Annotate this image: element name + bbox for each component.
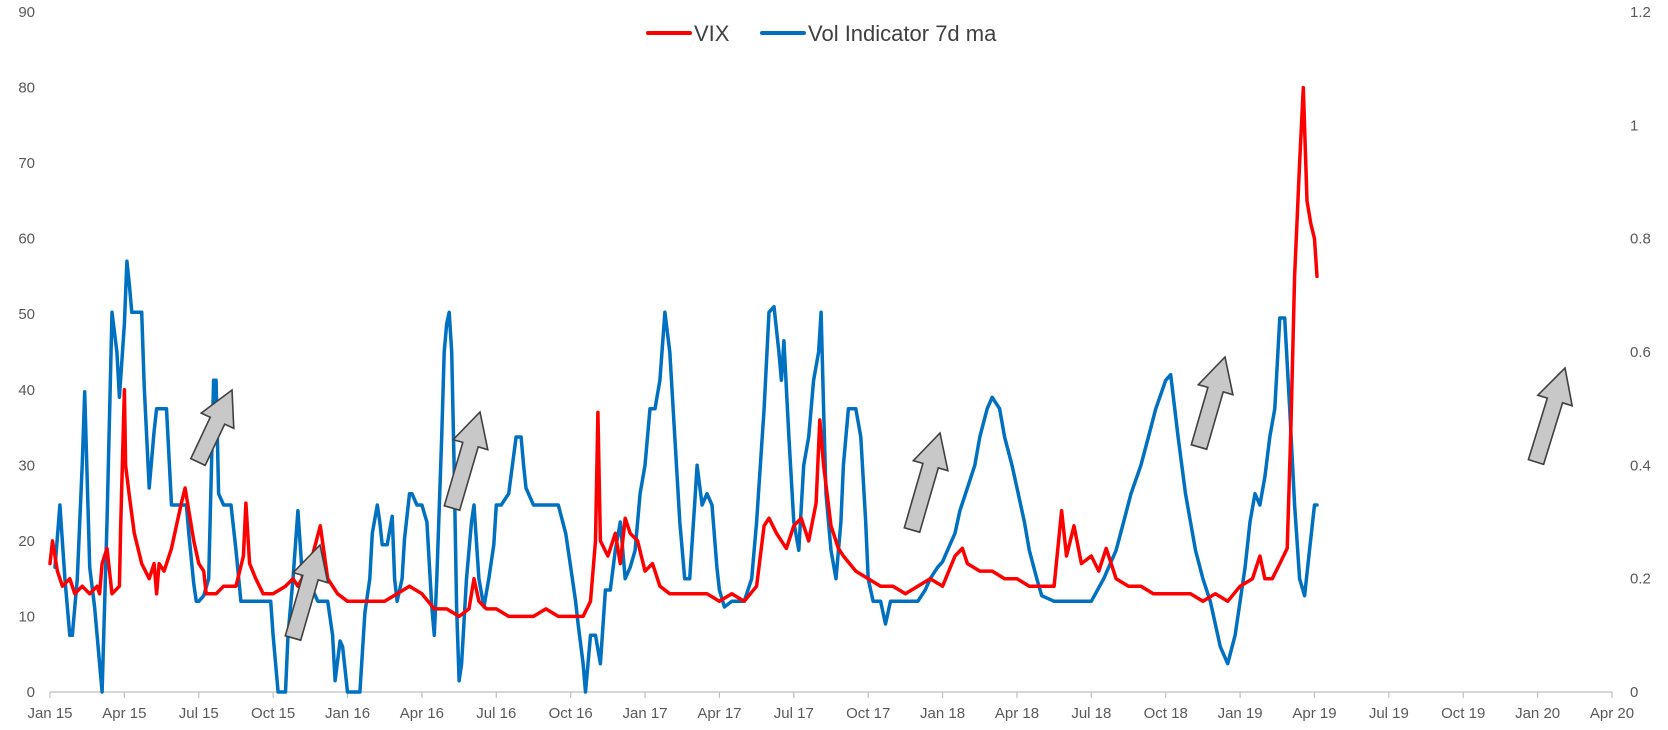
left-y-axis: 0 10 20 30 40 50 60 70 80 90 [18,4,35,701]
y-left-tick-label: 60 [18,231,35,248]
x-tick-label: Jan 15 [27,705,72,722]
x-tick-label: Apr 16 [400,705,444,722]
x-tick-label: Apr 20 [1590,705,1634,722]
y-left-tick-label: 80 [18,80,35,97]
y-left-tick-label: 10 [18,608,35,625]
x-tick-label: Jul 18 [1071,705,1111,722]
legend: VIX Vol Indicator 7d ma [646,21,997,46]
annotation-arrows [189,355,1574,642]
up-arrow-annotation [284,543,329,642]
x-tick-label: Oct 18 [1144,705,1188,722]
x-tick-label: Jul 17 [774,705,814,722]
x-tick-label: Jan 18 [920,705,965,722]
x-tick-label: Apr 15 [102,705,146,722]
x-tick-label: Apr 18 [995,705,1039,722]
y-left-tick-label: 0 [27,684,35,701]
x-tick-label: Oct 15 [251,705,295,722]
y-left-tick-label: 90 [18,4,35,21]
up-arrow-annotation [903,431,949,534]
x-tick-label: Jul 15 [179,705,219,722]
x-tick-label: Apr 17 [697,705,741,722]
y-left-tick-label: 40 [18,382,35,399]
up-arrow-annotation [1190,355,1234,451]
y-right-tick-label: 0.6 [1630,344,1651,361]
x-tick-label: Oct 17 [846,705,890,722]
y-left-tick-label: 20 [18,533,35,550]
x-tick-label: Oct 19 [1441,705,1485,722]
right-y-axis: 0 0.2 0.4 0.6 0.8 1 1.2 [1630,4,1651,701]
legend-label-vol: Vol Indicator 7d ma [808,21,997,46]
series-layer [48,85,1319,694]
y-left-tick-label: 30 [18,457,35,474]
y-left-tick-label: 70 [18,155,35,172]
x-tick-label: Jan 16 [325,705,370,722]
y-right-tick-label: 0 [1630,684,1638,701]
x-tick-label: Oct 16 [549,705,593,722]
y-right-tick-label: 0.8 [1630,231,1651,248]
series-line-vol [53,259,1319,694]
up-arrow-annotation [443,410,489,512]
y-left-tick-label: 50 [18,306,35,323]
x-tick-label: Jan 17 [623,705,668,722]
x-axis: Jan 15 Apr 15 Jul 15 Oct 15 Jan 16 Apr 16 Jul … [27,705,1634,722]
y-right-tick-label: 0.4 [1630,457,1651,474]
legend-label-vix: VIX [694,21,730,46]
up-arrow-annotation [1527,366,1574,466]
x-tick-label: Jul 19 [1369,705,1409,722]
series-line-vix [48,85,1319,619]
x-tick-label: Jan 20 [1515,705,1560,722]
x-tick-label: Apr 19 [1292,705,1336,722]
y-right-tick-label: 0.2 [1630,571,1651,588]
up-arrow-annotation [189,388,235,467]
x-tick-label: Jul 16 [476,705,516,722]
y-right-tick-label: 1 [1630,117,1638,134]
x-tick-label: Jan 19 [1218,705,1263,722]
y-right-tick-label: 1.2 [1630,4,1651,21]
